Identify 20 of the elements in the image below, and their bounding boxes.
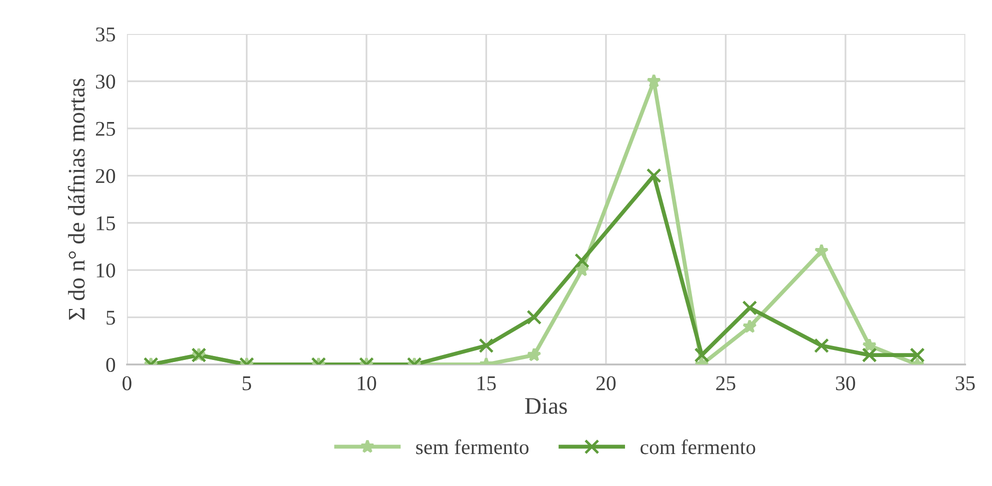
x-tick-label: 15	[478, 376, 496, 390]
y-tick-label: 35	[96, 27, 116, 42]
y-tick-label: 5	[106, 310, 116, 325]
legend-label: com fermento	[640, 439, 756, 454]
x-tick-label: 35	[956, 376, 975, 390]
x-tick-label: 0	[122, 376, 132, 390]
x-tick-label: 5	[242, 376, 252, 390]
x-tick-label: 10	[358, 376, 376, 390]
y-tick-label: 30	[96, 74, 116, 89]
x-tick-label: 30	[836, 376, 856, 390]
y-tick-label: 25	[96, 122, 116, 136]
y-axis-title: Σ do n° de dáfnias mortas	[68, 78, 85, 320]
y-tick-label: 0	[106, 358, 116, 372]
legend-label: sem fermento	[416, 439, 529, 454]
x-tick-label: 20	[596, 376, 616, 390]
x-axis-title: Dias	[525, 398, 567, 414]
y-tick-label: 15	[96, 216, 116, 230]
y-tick-label: 20	[96, 169, 116, 184]
x-tick-label: 25	[716, 376, 736, 390]
y-tick-label: 10	[96, 263, 116, 278]
